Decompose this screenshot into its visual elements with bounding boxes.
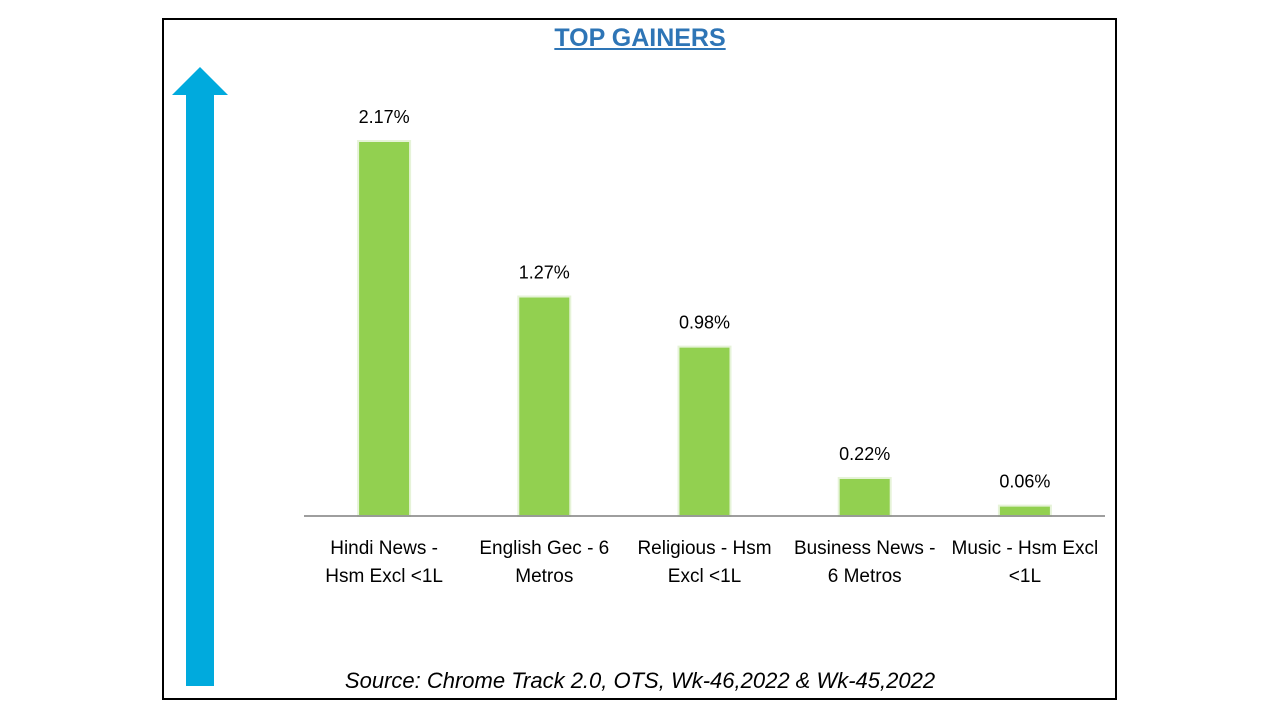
chart-title: TOP GAINERS bbox=[554, 24, 726, 52]
bar bbox=[837, 476, 892, 517]
source-note: Source: Chrome Track 2.0, OTS, Wk-46,202… bbox=[344, 668, 936, 693]
data-label: 0.98% bbox=[679, 313, 730, 333]
bar bbox=[677, 345, 732, 518]
category-label: Hsm Excl <1L bbox=[325, 566, 443, 587]
category-label: Music - Hsm Excl bbox=[952, 538, 1099, 559]
bar bbox=[517, 295, 572, 518]
category-label: <1L bbox=[1009, 566, 1041, 587]
bar bbox=[357, 140, 412, 517]
category-label: Metros bbox=[515, 566, 573, 587]
chart-frame bbox=[162, 18, 1117, 700]
category-label: Hindi News - bbox=[330, 538, 438, 559]
data-label: 1.27% bbox=[519, 263, 570, 283]
category-label: Religious - Hsm bbox=[637, 538, 771, 559]
data-label: 2.17% bbox=[359, 107, 410, 127]
bar bbox=[997, 504, 1052, 518]
category-label: English Gec - 6 bbox=[479, 538, 609, 559]
data-label: 0.06% bbox=[999, 472, 1050, 492]
category-label: 6 Metros bbox=[828, 566, 902, 587]
category-label: Excl <1L bbox=[668, 566, 741, 587]
data-label: 0.22% bbox=[839, 444, 890, 464]
category-label: Business News - bbox=[794, 538, 936, 559]
